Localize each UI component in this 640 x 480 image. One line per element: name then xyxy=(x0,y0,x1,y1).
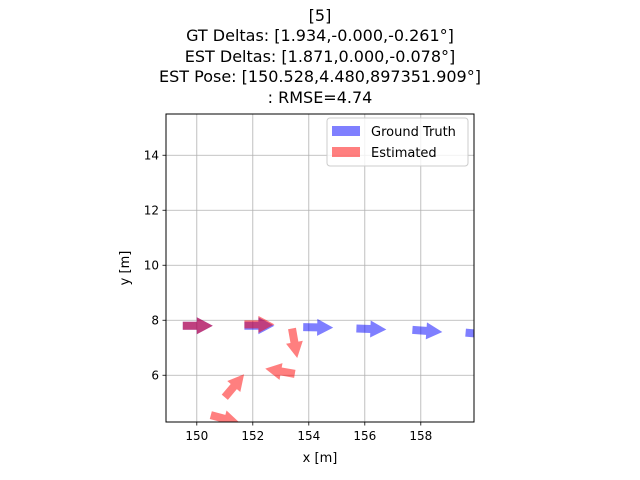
estimated-pose-arrow xyxy=(221,374,245,400)
x-tick-label: 154 xyxy=(297,429,320,443)
x-tick-label: 156 xyxy=(353,429,376,443)
estimated-pose-arrow xyxy=(286,327,303,359)
x-tick-label: 152 xyxy=(241,429,264,443)
y-tick-label: 10 xyxy=(144,258,159,272)
ground-truth-pose-arrow xyxy=(303,318,334,336)
y-axis-label: y [m] xyxy=(118,251,133,286)
x-tick-label: 150 xyxy=(185,429,208,443)
legend: Ground Truth Estimated xyxy=(326,117,469,167)
grid xyxy=(166,114,474,422)
data-marks xyxy=(182,315,474,422)
ground-truth-pose-arrow xyxy=(356,320,387,338)
y-tick-label: 6 xyxy=(151,368,159,382)
title-line: EST Deltas: [1.871,0.000,-0.078°] xyxy=(185,47,455,66)
title-line: GT Deltas: [1.934,-0.000,-0.261°] xyxy=(186,26,454,45)
plot-frame xyxy=(165,113,475,423)
estimated-pose-arrow xyxy=(265,363,296,380)
title-line: [5] xyxy=(309,6,332,25)
title-line: : RMSE=4.74 xyxy=(268,88,373,107)
x-axis-label: x [m] xyxy=(303,451,338,466)
y-tick-label: 12 xyxy=(144,203,159,217)
legend-label-estimated: Estimated xyxy=(371,146,437,161)
estimated-pose-arrow xyxy=(182,317,213,335)
y-tick-label: 14 xyxy=(144,148,159,162)
legend-label-ground-truth: Ground Truth xyxy=(371,125,456,140)
legend-box xyxy=(326,117,469,167)
legend-swatch-estimated xyxy=(332,147,360,157)
axis-ticks: 150 152 154 156 158 6 8 10 12 14 xyxy=(144,148,433,443)
chart-title: [5] GT Deltas: [1.934,-0.000,-0.261°] ES… xyxy=(159,6,481,107)
y-tick-label: 8 xyxy=(151,313,159,327)
legend-swatch-ground-truth xyxy=(332,126,360,136)
ground-truth-pose-arrow xyxy=(412,322,443,340)
ground-truth-pose-arrow xyxy=(465,325,474,343)
x-tick-label: 158 xyxy=(409,429,432,443)
estimated-pose-arrow xyxy=(209,410,240,422)
estimated-pose-arrow xyxy=(244,315,275,333)
title-line: EST Pose: [150.528,4.480,897351.909°] xyxy=(159,67,481,86)
